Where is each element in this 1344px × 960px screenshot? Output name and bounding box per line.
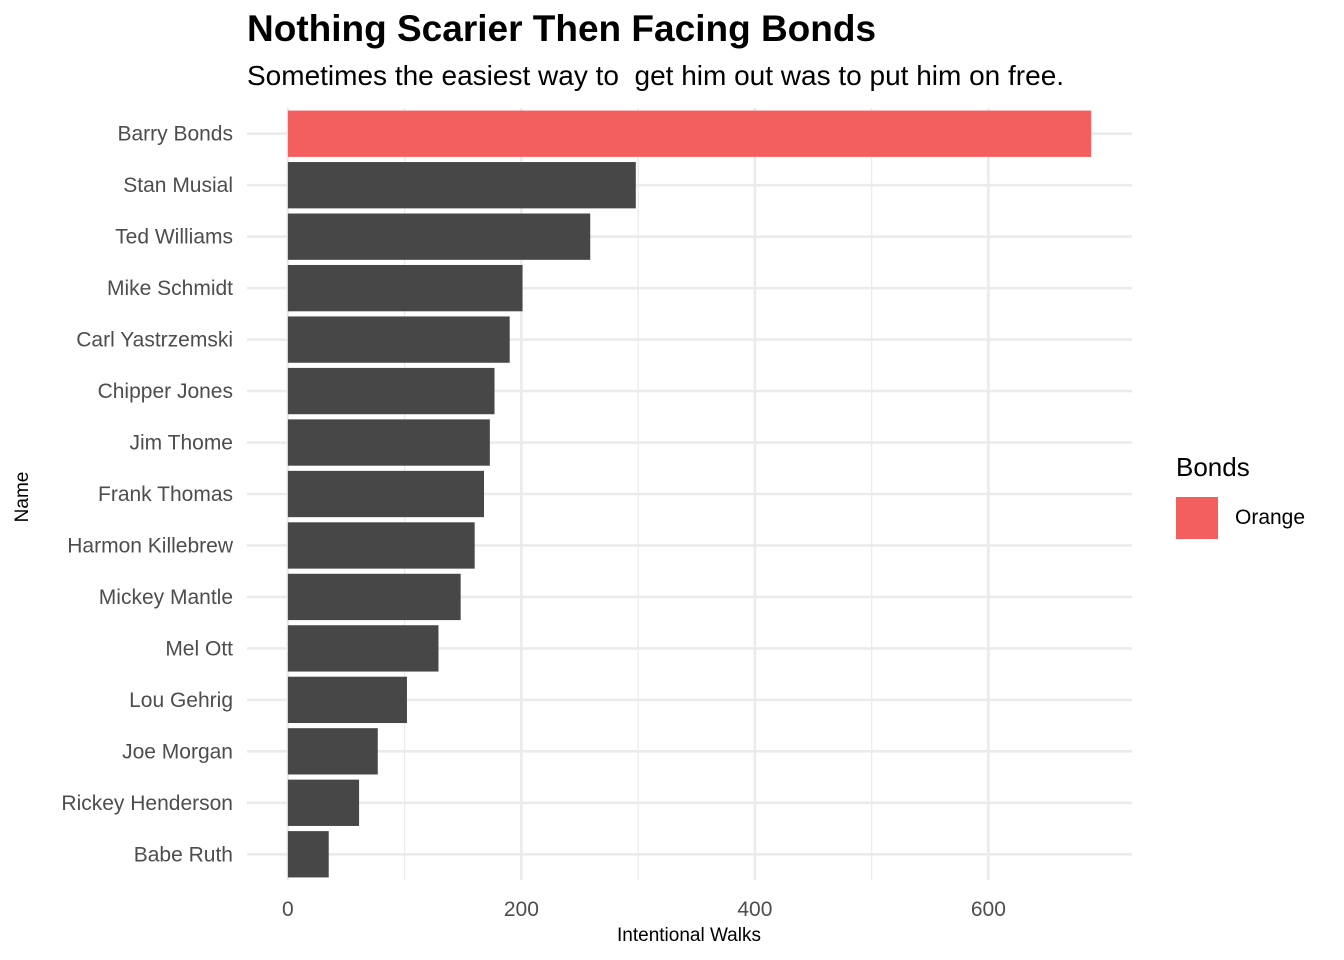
legend-entry: Orange	[1176, 497, 1305, 539]
y-tick-label: Lou Gehrig	[129, 689, 233, 712]
bar	[287, 522, 475, 569]
y-tick-label: Ted Williams	[115, 226, 233, 249]
bar	[287, 779, 360, 826]
legend-label: Orange	[1235, 506, 1306, 529]
x-tick-label: 0	[282, 898, 294, 921]
y-tick-label: Harmon Killebrew	[67, 534, 234, 557]
y-tick-label: Mel Ott	[165, 637, 233, 660]
bar	[287, 625, 439, 672]
legend: Bonds Orange	[1176, 452, 1305, 539]
y-tick-label: Barry Bonds	[117, 123, 233, 146]
y-tick-label: Babe Ruth	[134, 843, 233, 866]
x-axis-title: Intentional Walks	[617, 925, 761, 946]
bar	[287, 728, 378, 775]
bar	[287, 419, 490, 466]
y-tick-label: Mickey Mantle	[99, 586, 233, 609]
y-tick-label: Frank Thomas	[98, 483, 233, 506]
bar	[287, 162, 636, 209]
y-tick-label: Chipper Jones	[98, 380, 233, 403]
legend-title: Bonds	[1176, 452, 1250, 482]
y-tick-label: Joe Morgan	[122, 740, 233, 763]
legend-swatch	[1176, 497, 1218, 539]
bar	[287, 110, 1092, 157]
bar	[287, 676, 407, 724]
bar	[287, 213, 591, 260]
x-tick-label: 400	[737, 898, 772, 921]
y-tick-label: Jim Thome	[130, 432, 233, 455]
chart-subtitle: Sometimes the easiest way to get him out…	[247, 60, 1065, 91]
y-tick-label: Carl Yastrzemski	[76, 329, 233, 352]
bar	[287, 264, 523, 312]
bar	[287, 367, 495, 415]
x-tick-label: 600	[971, 898, 1006, 921]
axis-labels: Barry Bonds Stan Musial Ted Williams Mike S…	[61, 123, 1006, 921]
x-tick-label: 200	[504, 898, 539, 921]
y-tick-label: Mike Schmidt	[107, 277, 233, 300]
bar	[287, 831, 329, 878]
bars	[287, 110, 1092, 878]
bar	[287, 470, 485, 518]
bar	[287, 573, 461, 621]
y-tick-label: Rickey Henderson	[61, 792, 233, 815]
bar	[287, 316, 510, 363]
chart-title: Nothing Scarier Then Facing Bonds	[247, 8, 877, 49]
y-tick-label: Stan Musial	[123, 174, 233, 197]
y-axis-title: Name	[12, 472, 33, 523]
